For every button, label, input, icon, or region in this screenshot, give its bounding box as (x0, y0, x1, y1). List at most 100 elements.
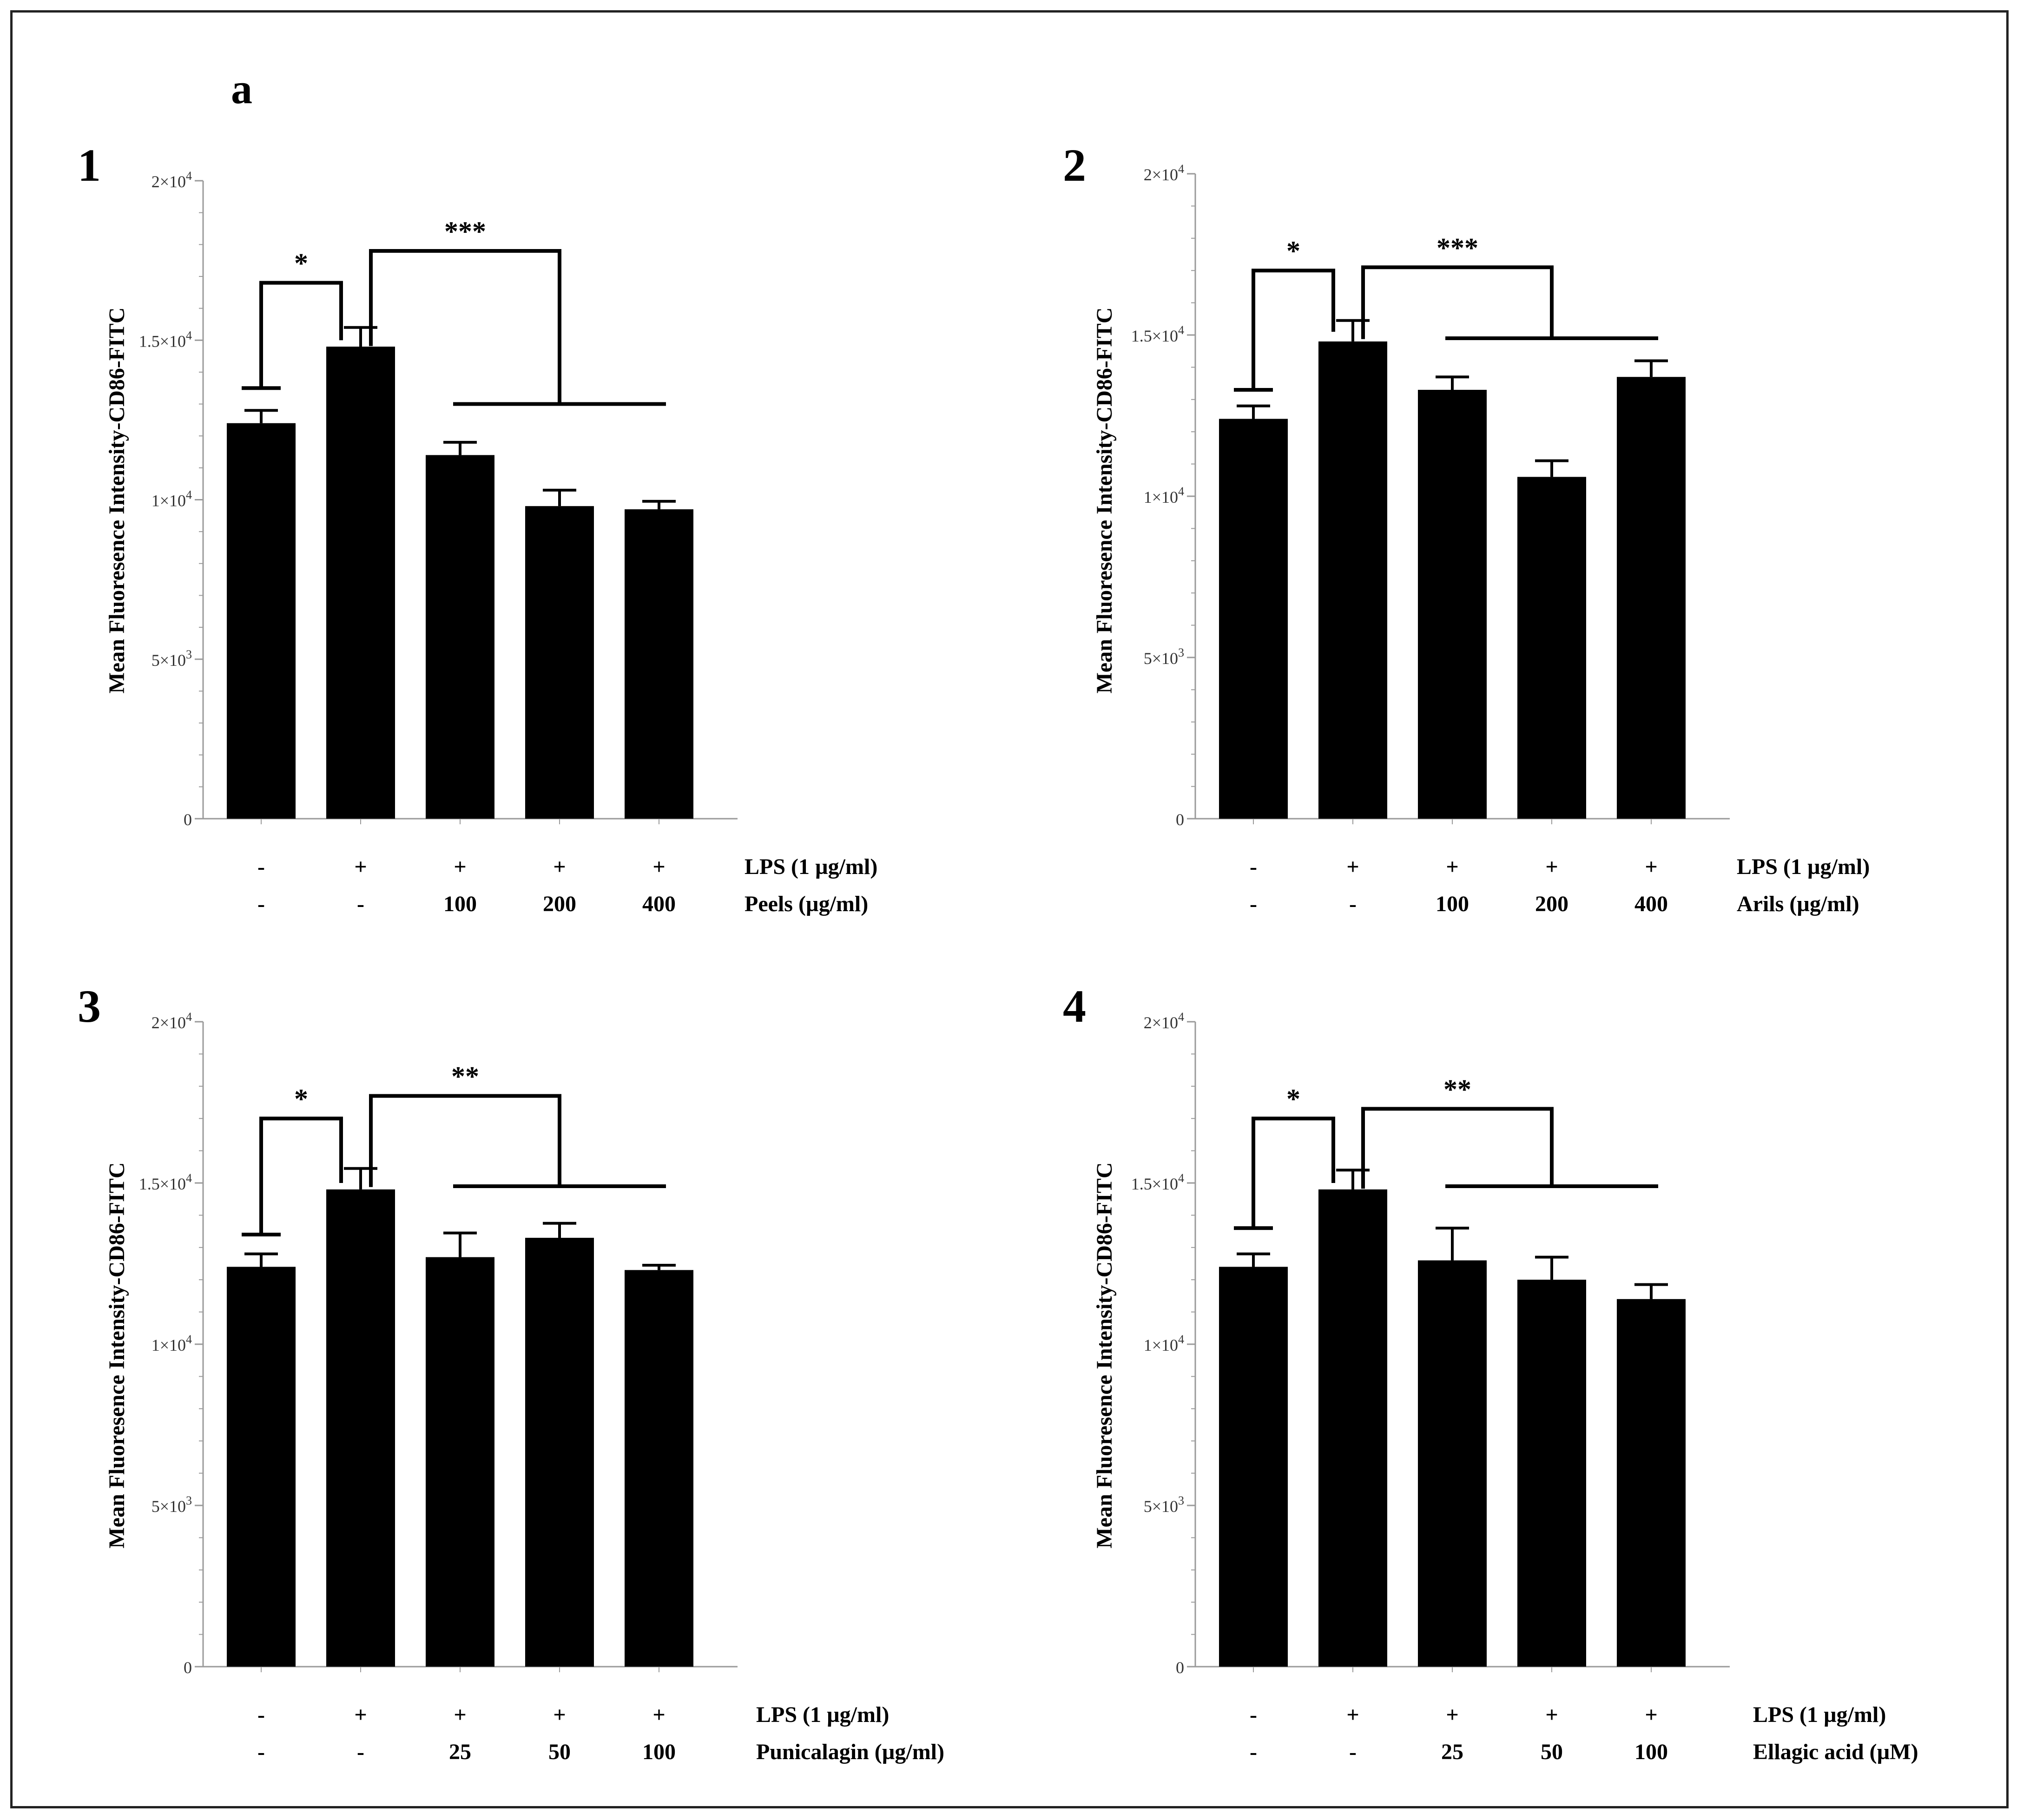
treatment-row-mark: 400 (642, 892, 676, 916)
lps-row-mark: + (553, 1702, 566, 1727)
lps-row-mark: + (1545, 1702, 1558, 1727)
y-tick-label: 1×104 (1144, 485, 1184, 506)
treatment-row-mark: - (257, 892, 265, 916)
treatment-row-mark: 25 (449, 1740, 471, 1764)
y-tick-exponent: 4 (186, 1171, 192, 1185)
significance-bracket (1361, 1107, 1554, 1189)
y-tick-mantissa: 2×10 (1144, 1013, 1178, 1032)
y-tick-label: 2×104 (1144, 1010, 1184, 1032)
bar (625, 509, 693, 819)
treatment-row-label: Arils (µg/ml) (1737, 892, 1859, 916)
treatment-row-mark: 50 (1541, 1740, 1563, 1764)
lps-row-mark: + (454, 1702, 466, 1727)
y-tick-label: 1.5×104 (139, 329, 192, 350)
y-tick-exponent: 4 (186, 169, 192, 183)
bar (227, 1267, 296, 1667)
y-tick-exponent: 4 (1178, 1333, 1184, 1346)
panel-number: 4 (1063, 980, 1086, 1032)
y-tick-exponent: 4 (1178, 162, 1184, 176)
y-tick-exponent: 4 (1178, 323, 1184, 337)
y-tick-mantissa: 0 (184, 810, 192, 829)
y-tick-mantissa: 2×10 (1144, 165, 1178, 184)
lps-row-label: LPS (1 µg/ml) (1737, 854, 1870, 879)
treatment-row-mark: 100 (1634, 1740, 1668, 1764)
y-tick-mantissa: 5×10 (1144, 649, 1178, 668)
lps-row-mark: + (354, 1702, 367, 1727)
bar (1418, 1260, 1487, 1667)
chart-panel-1: 1 Mean Fluoresence Intensity-CD86-FITC 0 5×… (78, 139, 877, 916)
treatment-row-mark: 400 (1634, 892, 1668, 916)
bar (227, 423, 296, 819)
y-tick-mantissa: 1.5×10 (1131, 327, 1178, 345)
y-tick-mantissa: 1.5×10 (139, 1175, 186, 1193)
significance-bracket (259, 1117, 343, 1235)
lps-row-mark: - (257, 854, 265, 879)
panel-number: 2 (1063, 139, 1086, 191)
lps-row-mark: + (354, 854, 367, 879)
lps-row-label: LPS (1 µg/ml) (1753, 1702, 1886, 1727)
y-tick-mantissa: 1.5×10 (139, 332, 186, 350)
treatment-row-mark: 50 (548, 1740, 571, 1764)
bar (525, 1237, 594, 1667)
y-tick-label: 5×103 (1144, 646, 1184, 668)
bar (426, 455, 494, 819)
lps-row-mark: + (1346, 854, 1359, 879)
y-tick-exponent: 4 (186, 1010, 192, 1024)
lps-row-mark: + (454, 854, 466, 879)
lps-row-mark: + (1446, 1702, 1458, 1727)
figure-frame: a 1 Mean Fluoresence Intensity-CD86-FITC 0… (10, 10, 2009, 1808)
significance-bracket (1252, 1117, 1335, 1229)
panel-number: 3 (78, 980, 101, 1032)
treatment-row-mark: - (1250, 892, 1257, 916)
bar (1418, 389, 1487, 819)
y-tick-label: 2×104 (152, 1010, 192, 1032)
y-tick-mantissa: 1×10 (1144, 1336, 1178, 1354)
y-tick-mantissa: 0 (184, 1658, 192, 1677)
significance-label: ** (1443, 1074, 1471, 1104)
bar (326, 346, 395, 819)
y-tick-exponent: 4 (1178, 1171, 1184, 1185)
significance-bracket (1252, 269, 1335, 390)
chart-panel-2: 2 Mean Fluoresence Intensity-CD86-FITC 0 5×… (1063, 139, 1870, 916)
treatment-row-mark: 25 (1441, 1740, 1463, 1764)
significance-bracket (369, 1094, 561, 1187)
lps-row-mark: + (1346, 1702, 1359, 1727)
treatment-row-mark: - (1250, 1740, 1257, 1764)
y-tick-exponent: 4 (186, 329, 192, 342)
y-tick-exponent: 3 (186, 648, 192, 661)
bar (1219, 1267, 1288, 1667)
significance-label: * (1286, 1084, 1300, 1114)
panel-number: 1 (78, 139, 101, 191)
y-tick-mantissa: 2×10 (152, 172, 186, 191)
treatment-row-mark: - (1349, 892, 1357, 916)
panel-letter: a (231, 65, 252, 112)
y-tick-mantissa: 1×10 (152, 1336, 186, 1354)
bar (1517, 1280, 1586, 1667)
lps-row-mark: + (652, 1702, 665, 1727)
y-tick-exponent: 3 (1178, 1494, 1184, 1507)
y-axis-label: Mean Fluoresence Intensity-CD86-FITC (1092, 307, 1117, 693)
y-tick-label: 5×103 (152, 648, 192, 670)
y-tick-label: 1.5×104 (1131, 323, 1184, 345)
y-tick-label: 5×103 (1144, 1494, 1184, 1516)
treatment-row-mark: 100 (1436, 892, 1469, 916)
significance-bracket (259, 281, 343, 388)
treatment-row-mark: - (357, 892, 364, 916)
lps-row-label: LPS (1 µg/ml) (756, 1702, 889, 1727)
bar (1219, 419, 1288, 819)
y-tick-exponent: 4 (1178, 485, 1184, 498)
y-tick-label: 1×104 (152, 488, 192, 510)
significance-label: * (294, 248, 308, 279)
y-tick-exponent: 4 (1178, 1010, 1184, 1024)
y-tick-label: 2×104 (152, 169, 192, 191)
significance-label: ** (451, 1061, 479, 1092)
y-tick-label: 0 (1176, 810, 1184, 829)
y-axis-label: Mean Fluoresence Intensity-CD86-FITC (105, 1162, 129, 1548)
significance-bracket (369, 249, 561, 404)
treatment-row-mark: 200 (543, 892, 576, 916)
lps-row-mark: + (1446, 854, 1458, 879)
y-tick-mantissa: 1×10 (1144, 488, 1178, 506)
y-tick-mantissa: 5×10 (152, 1497, 186, 1516)
treatment-row-mark: - (357, 1740, 364, 1764)
y-tick-label: 5×103 (152, 1494, 192, 1516)
